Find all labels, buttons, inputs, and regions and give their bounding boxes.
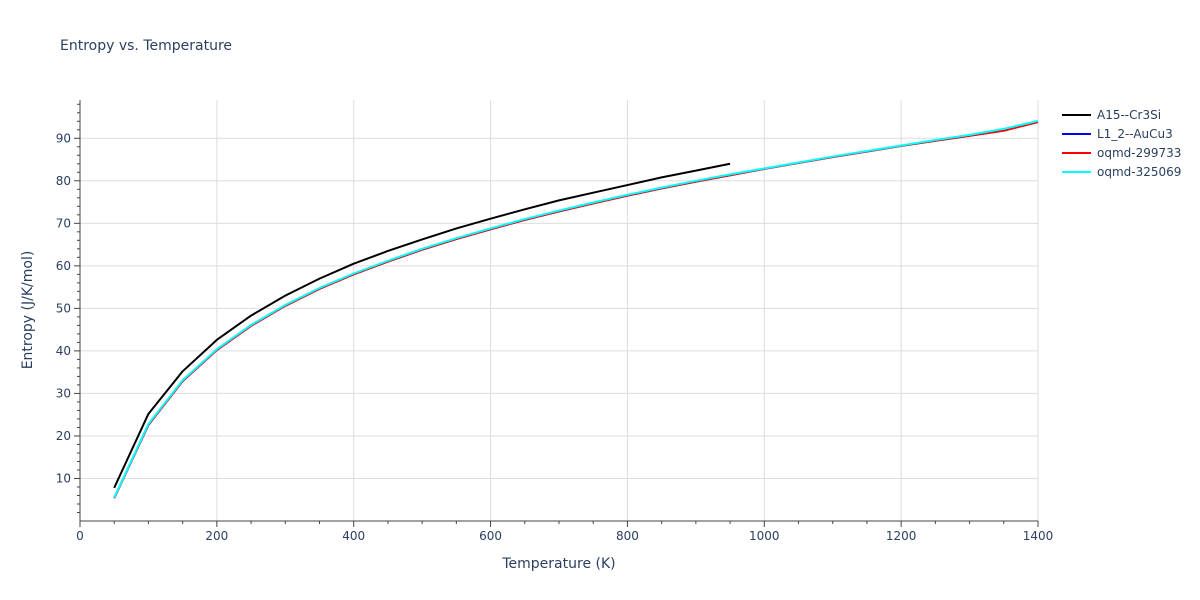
x-tick-label: 1000 — [749, 529, 780, 543]
x-tick-label: 1200 — [886, 529, 917, 543]
x-tick-label: 200 — [205, 529, 228, 543]
legend-label: L1_2--AuCu3 — [1097, 127, 1173, 141]
grid-lines — [80, 100, 1039, 521]
y-tick-label: 50 — [56, 301, 71, 315]
y-tick-label: 30 — [56, 386, 71, 400]
chart-title: Entropy vs. Temperature — [60, 38, 232, 54]
series-lines — [113, 119, 1039, 499]
legend-item-oqmd-325069[interactable]: oqmd-325069 — [1062, 165, 1181, 179]
tick-labels: 0 200 400 600 800 1000 1200 1400 10 20 30 40 50 60 70 8… — [56, 131, 1054, 543]
legend-item-l1-2-aucu3[interactable]: L1_2--AuCu3 — [1062, 127, 1173, 141]
legend-item-a15-cr3si[interactable]: A15--Cr3Si — [1062, 108, 1161, 122]
y-tick-label: 70 — [56, 216, 71, 230]
legend[interactable]: A15--Cr3Si L1_2--AuCu3 oqmd-299733 oqmd-325… — [1062, 108, 1181, 179]
y-tick-label: 10 — [56, 471, 71, 485]
y-tick-label: 90 — [56, 131, 71, 145]
y-axis-title: Entropy (J/K/mol) — [20, 251, 36, 370]
x-tick-label: 1400 — [1023, 529, 1054, 543]
y-tick-label: 20 — [56, 429, 71, 443]
y-tick-label: 80 — [56, 174, 71, 188]
x-tick-label: 0 — [76, 529, 84, 543]
x-tick-label: 600 — [479, 529, 502, 543]
legend-label: oqmd-325069 — [1097, 165, 1181, 179]
legend-item-oqmd-299733[interactable]: oqmd-299733 — [1062, 146, 1181, 160]
legend-label: oqmd-299733 — [1097, 146, 1181, 160]
series-line-oqmd-325069 — [113, 119, 1039, 499]
x-axis-title: Temperature (K) — [501, 556, 615, 572]
axes — [74, 100, 1039, 527]
series-line-a15-cr3si — [113, 162, 731, 489]
y-tick-label: 60 — [56, 259, 71, 273]
legend-label: A15--Cr3Si — [1097, 108, 1161, 122]
x-tick-label: 800 — [616, 529, 639, 543]
y-tick-label: 40 — [56, 344, 71, 358]
x-tick-label: 400 — [342, 529, 365, 543]
